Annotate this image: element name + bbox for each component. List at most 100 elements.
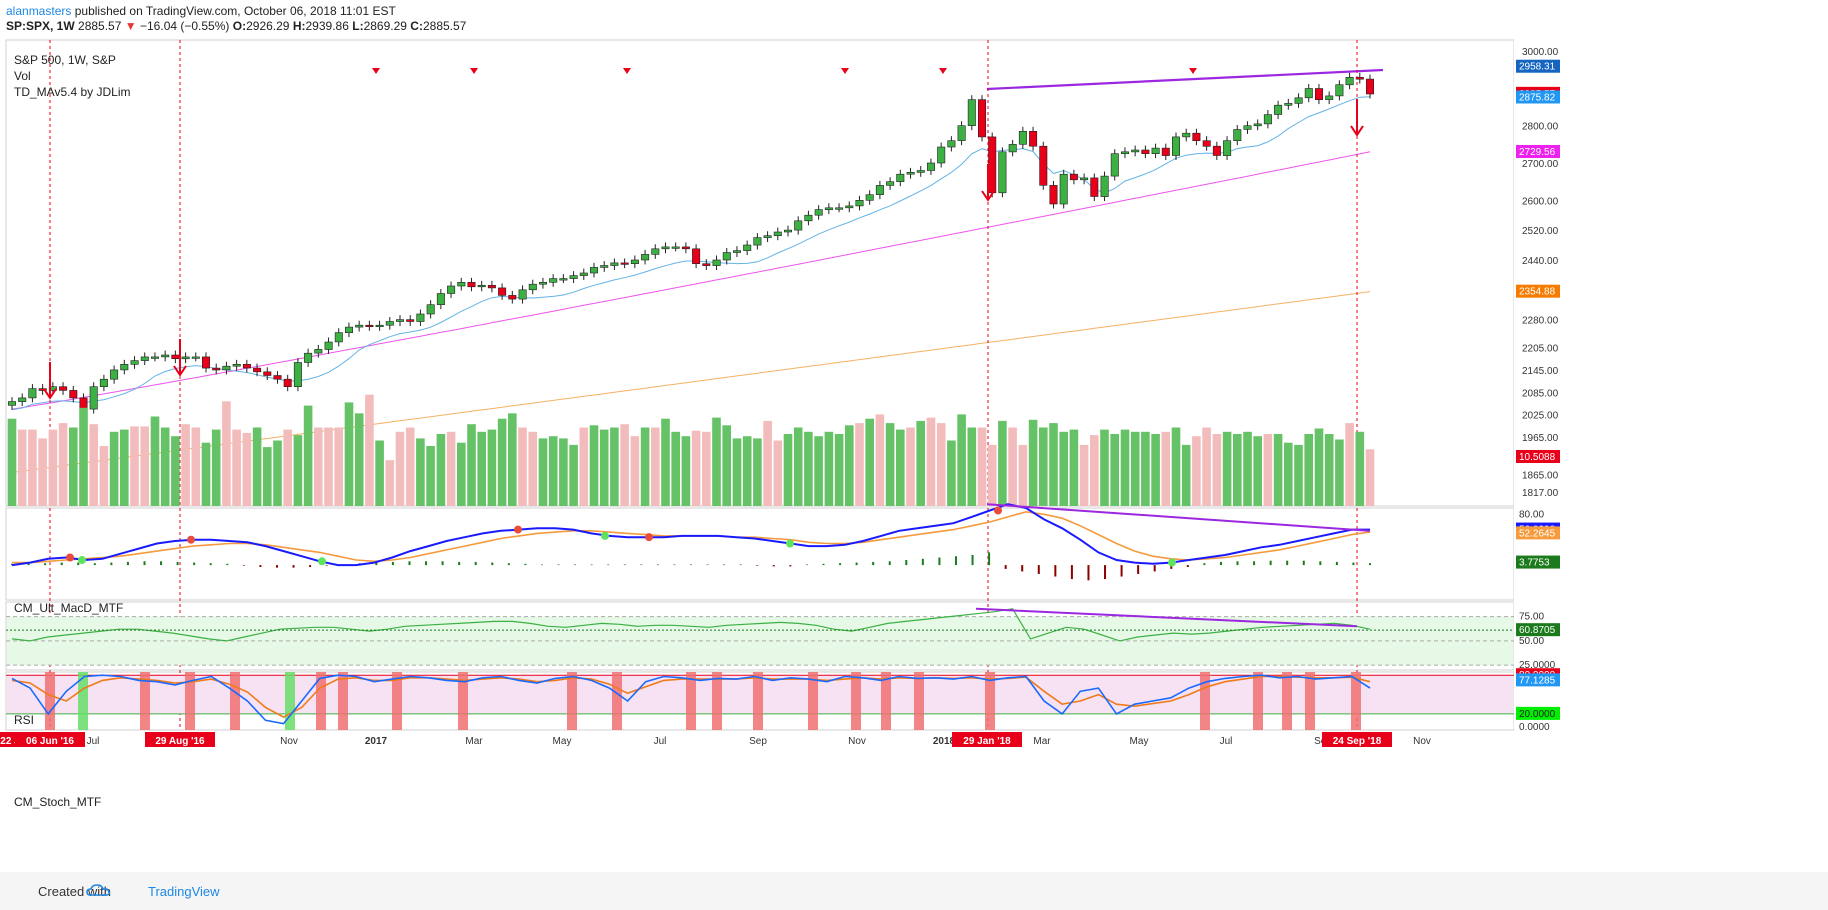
- volume-bar: [579, 427, 589, 506]
- volume-bar: [1090, 435, 1099, 506]
- candle-body: [865, 194, 874, 201]
- stoch-sell-zone: [45, 672, 55, 730]
- volume-bar: [344, 402, 354, 506]
- stoch-sell-zone: [1253, 672, 1263, 730]
- rsi-line: [11, 608, 1371, 642]
- price-tick-label: 2800.00: [1522, 122, 1559, 133]
- candle-body: [406, 319, 415, 322]
- date-marker-badge: [15, 732, 85, 747]
- time-axis-label: 24 Sep '18: [1333, 736, 1382, 747]
- candle-body: [702, 263, 711, 266]
- stoch-sell-zone: [686, 672, 696, 730]
- volume-bar: [201, 442, 211, 506]
- volume-bar: [804, 431, 813, 506]
- candle-body: [896, 173, 905, 182]
- volume-bar: [324, 427, 333, 506]
- time-axis-label: Mar: [1033, 736, 1051, 747]
- volume-bar: [334, 427, 343, 506]
- candle-body: [1008, 144, 1017, 153]
- candle-body: [1161, 147, 1170, 156]
- volume-bar: [283, 429, 292, 506]
- volume-bar: [150, 416, 160, 506]
- volume-bar: [998, 420, 1007, 506]
- price-pane-title: S&P 500, 1W, S&P: [14, 53, 116, 67]
- down-triangle-icon: ▼: [124, 19, 137, 33]
- candle-body: [1172, 136, 1181, 156]
- candle-body: [681, 246, 690, 250]
- candle-body: [467, 281, 476, 288]
- price-tick-label: 1865.00: [1522, 470, 1559, 481]
- time-axis-label: 2017: [365, 736, 388, 747]
- macd-badge-text: 80.00: [1519, 509, 1544, 520]
- volume-bar: [89, 424, 98, 506]
- candle-body: [273, 375, 282, 380]
- volume-bar: [1171, 427, 1181, 506]
- volume-bar: [508, 413, 517, 506]
- candle-body: [977, 99, 986, 138]
- candle-body: [447, 285, 456, 294]
- candle-body: [937, 146, 946, 164]
- candle-body: [651, 248, 660, 255]
- rsi-badge-text: 25.0000: [1519, 660, 1556, 671]
- macd-badge-text: 3.7753: [1519, 558, 1550, 569]
- volume-bar: [477, 431, 486, 506]
- price-tick-label: 2205.00: [1522, 344, 1559, 355]
- candle-body: [875, 185, 884, 195]
- volume-bar: [753, 438, 762, 506]
- sell-signal-icon: [1189, 68, 1197, 74]
- volume-bar: [242, 432, 252, 506]
- volume-bar: [365, 394, 374, 506]
- stoch-sell-zone: [458, 672, 468, 730]
- time-axis-label: Nov: [848, 736, 866, 747]
- volume-bar: [947, 440, 956, 506]
- candle-body: [1304, 88, 1313, 99]
- candle-body: [89, 386, 98, 410]
- low-value: 2869.29: [363, 19, 407, 33]
- volume-bar: [834, 434, 844, 506]
- candle-body: [988, 136, 997, 194]
- candle-body: [212, 367, 221, 371]
- volume-bar: [1130, 431, 1140, 506]
- high-label: H:: [292, 19, 306, 33]
- candle-body: [426, 304, 435, 315]
- candle-body: [1039, 145, 1048, 186]
- volume-bar: [1059, 431, 1068, 506]
- tradingview-brand-link[interactable]: TradingView: [148, 884, 220, 899]
- time-axis-label: 06 Jun '16: [26, 736, 74, 747]
- volume-bar: [293, 435, 303, 506]
- volume-bar: [528, 431, 537, 506]
- last-value-badge: [1516, 59, 1560, 73]
- volume-bar: [896, 429, 905, 506]
- time-axis-label: 22 J: [0, 736, 19, 747]
- published-text: published on TradingView.com, October 06…: [74, 4, 396, 18]
- last-value-badge-text: 10.5088: [1519, 452, 1556, 463]
- candle-body: [1182, 132, 1191, 138]
- volume-bar: [314, 427, 323, 506]
- volume-bar: [916, 420, 925, 506]
- stoch-badge-text: 0.0000: [1519, 722, 1550, 733]
- candle-body: [916, 170, 925, 173]
- candle-body: [906, 172, 915, 175]
- candle-body: [1049, 185, 1058, 205]
- candle-body: [232, 363, 241, 367]
- stoch-sell-zone: [753, 672, 763, 730]
- candle-body: [151, 356, 160, 359]
- price-tick-label: 2085.00: [1522, 388, 1559, 399]
- candle-body: [304, 352, 313, 363]
- stoch-sell-zone: [985, 672, 995, 730]
- arrow-head-icon: [173, 365, 187, 377]
- candle-body: [518, 289, 527, 300]
- candle-body: [671, 246, 680, 249]
- last-value-badge: [1516, 90, 1560, 104]
- volume-bar: [1212, 434, 1222, 506]
- volume-bar: [1008, 427, 1017, 506]
- volume-bar: [497, 418, 507, 506]
- author-link[interactable]: alanmasters: [6, 4, 72, 18]
- candle-body: [886, 181, 895, 186]
- candle-body: [1100, 175, 1109, 197]
- low-label: L:: [352, 19, 364, 33]
- arrow-head-icon: [1350, 125, 1364, 137]
- chart-canvas[interactable]: 3000.00 2958.31 2875.82 2800.00 2729.562700.…: [0, 0, 1828, 872]
- volume-bar: [1365, 449, 1375, 506]
- candle-body: [283, 378, 292, 388]
